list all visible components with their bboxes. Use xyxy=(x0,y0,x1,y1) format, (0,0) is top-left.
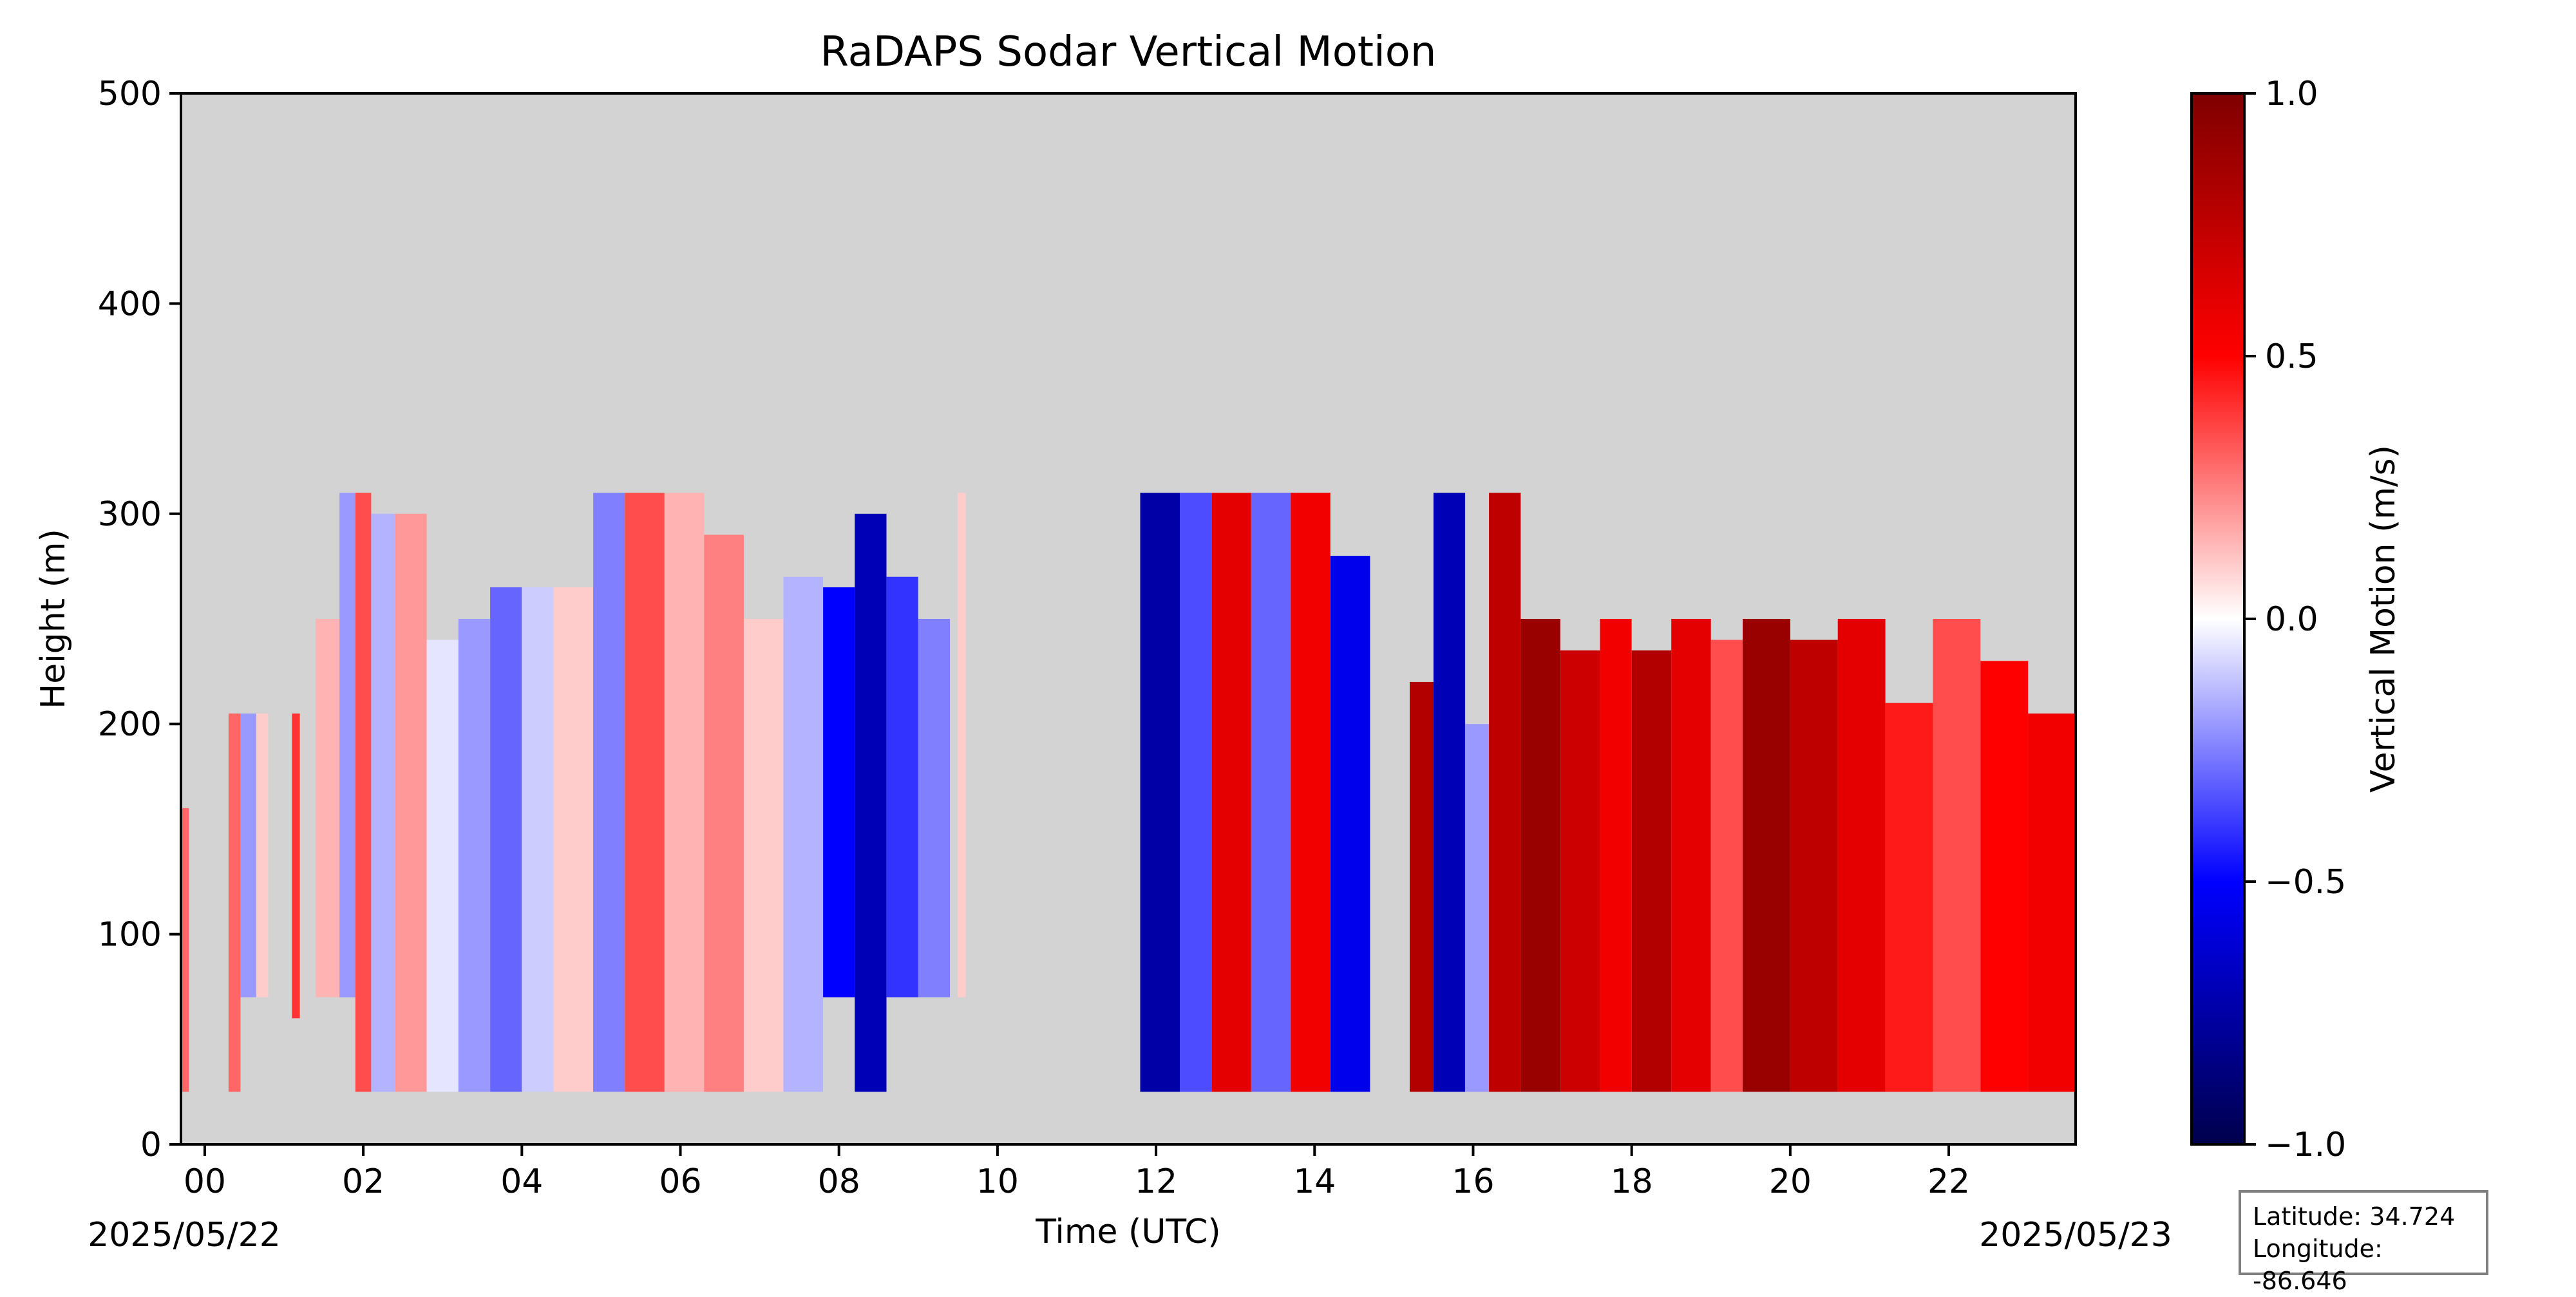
y-axis-label: Height (m) xyxy=(34,529,73,709)
colorbar-tick-label: −0.5 xyxy=(2265,863,2346,902)
y-tick-label: 0 xyxy=(140,1126,162,1164)
data-column-32 xyxy=(1410,681,1434,1092)
colorbar-tick-label: 1.0 xyxy=(2265,75,2318,113)
data-column-39 xyxy=(1631,650,1672,1092)
data-column-10 xyxy=(426,639,459,1092)
y-tick-label: 100 xyxy=(98,916,162,954)
location-info-box: Latitude: 34.724 Longitude: -86.646 xyxy=(2239,1190,2488,1295)
start-date-label: 2025/05/22 xyxy=(88,1216,281,1254)
data-column-8 xyxy=(371,513,395,1092)
data-column-48 xyxy=(2028,713,2076,1092)
data-column-23 xyxy=(886,576,918,998)
data-column-0 xyxy=(181,808,189,1092)
data-column-46 xyxy=(1933,619,1981,1092)
colorbar-label: Vertical Motion (m/s) xyxy=(2364,445,2403,793)
x-axis-label: Time (UTC) xyxy=(1035,1213,1220,1251)
data-column-44 xyxy=(1837,619,1886,1092)
data-column-15 xyxy=(593,493,625,1092)
x-axis: 00 02 04 06 08 10 12 14 16 18 20 22 xyxy=(184,1144,1970,1201)
data-column-17 xyxy=(664,493,705,1092)
data-column-1 xyxy=(228,713,241,1092)
colorbar-tick-label: 0.0 xyxy=(2265,600,2318,639)
data-column-45 xyxy=(1885,703,1933,1092)
data-column-42 xyxy=(1743,619,1790,1092)
data-column-29 xyxy=(1251,493,1291,1092)
data-column-7 xyxy=(355,493,372,1092)
data-column-38 xyxy=(1600,619,1632,1092)
colorbar-axis: 1.0 0.5 0.0 −0.5 −1.0 xyxy=(2244,75,2346,1164)
data-column-12 xyxy=(490,587,522,1092)
data-column-3 xyxy=(256,713,269,998)
x-tick-label: 00 xyxy=(184,1162,226,1201)
data-column-5 xyxy=(316,619,340,998)
x-tick-label: 02 xyxy=(342,1162,384,1201)
y-tick-label: 400 xyxy=(98,285,162,323)
data-column-30 xyxy=(1291,493,1331,1092)
data-column-26 xyxy=(1140,493,1180,1092)
data-column-28 xyxy=(1211,493,1251,1092)
y-tick-label: 500 xyxy=(98,75,162,113)
data-column-18 xyxy=(704,535,744,1092)
data-column-2 xyxy=(240,713,256,998)
data-column-27 xyxy=(1180,493,1212,1092)
x-tick-label: 18 xyxy=(1611,1162,1653,1201)
data-column-20 xyxy=(783,576,823,1092)
x-tick-label: 20 xyxy=(1769,1162,1812,1201)
y-tick-label: 300 xyxy=(98,495,162,534)
plot-frame xyxy=(180,92,2077,1146)
data-column-40 xyxy=(1671,619,1711,1092)
x-tick-label: 04 xyxy=(500,1162,543,1201)
data-column-31 xyxy=(1330,556,1370,1092)
data-column-37 xyxy=(1560,650,1600,1092)
end-date-label: 2025/05/23 xyxy=(1979,1216,2172,1254)
data-column-9 xyxy=(395,513,427,1092)
data-column-43 xyxy=(1790,639,1838,1092)
data-column-35 xyxy=(1489,493,1521,1092)
data-column-25 xyxy=(958,493,966,998)
data-column-22 xyxy=(855,513,887,1092)
x-tick-label: 06 xyxy=(659,1162,701,1201)
data-column-41 xyxy=(1710,639,1743,1092)
data-column-47 xyxy=(1980,661,2029,1092)
data-column-14 xyxy=(553,587,594,1092)
data-column-19 xyxy=(744,619,784,1092)
colorbar-tick-label: −1.0 xyxy=(2265,1126,2346,1164)
data-column-11 xyxy=(458,619,490,1092)
colorbar-tick-label: 0.5 xyxy=(2265,337,2318,376)
colorbar xyxy=(2190,92,2246,1146)
y-tick-label: 200 xyxy=(98,705,162,744)
data-column-36 xyxy=(1520,619,1560,1092)
x-tick-label: 22 xyxy=(1927,1162,1970,1201)
data-column-6 xyxy=(339,493,355,998)
y-axis: 0 100 200 300 400 500 xyxy=(98,75,181,1164)
data-column-34 xyxy=(1465,724,1490,1092)
data-column-16 xyxy=(625,493,665,1092)
data-column-21 xyxy=(823,587,855,998)
latitude-text: Latitude: 34.724 xyxy=(2253,1202,2456,1231)
data-column-24 xyxy=(918,619,950,998)
chart-title: RaDAPS Sodar Vertical Motion xyxy=(820,28,1437,76)
data-column-33 xyxy=(1433,493,1466,1092)
vertical-motion-field xyxy=(181,493,2076,1092)
x-tick-label: 08 xyxy=(818,1162,860,1201)
x-tick-label: 10 xyxy=(976,1162,1019,1201)
data-column-4 xyxy=(292,713,300,1019)
x-tick-label: 14 xyxy=(1293,1162,1336,1201)
x-tick-label: 12 xyxy=(1135,1162,1177,1201)
data-column-13 xyxy=(522,587,554,1092)
longitude-text: Longitude: -86.646 xyxy=(2253,1235,2383,1295)
x-tick-label: 16 xyxy=(1452,1162,1494,1201)
